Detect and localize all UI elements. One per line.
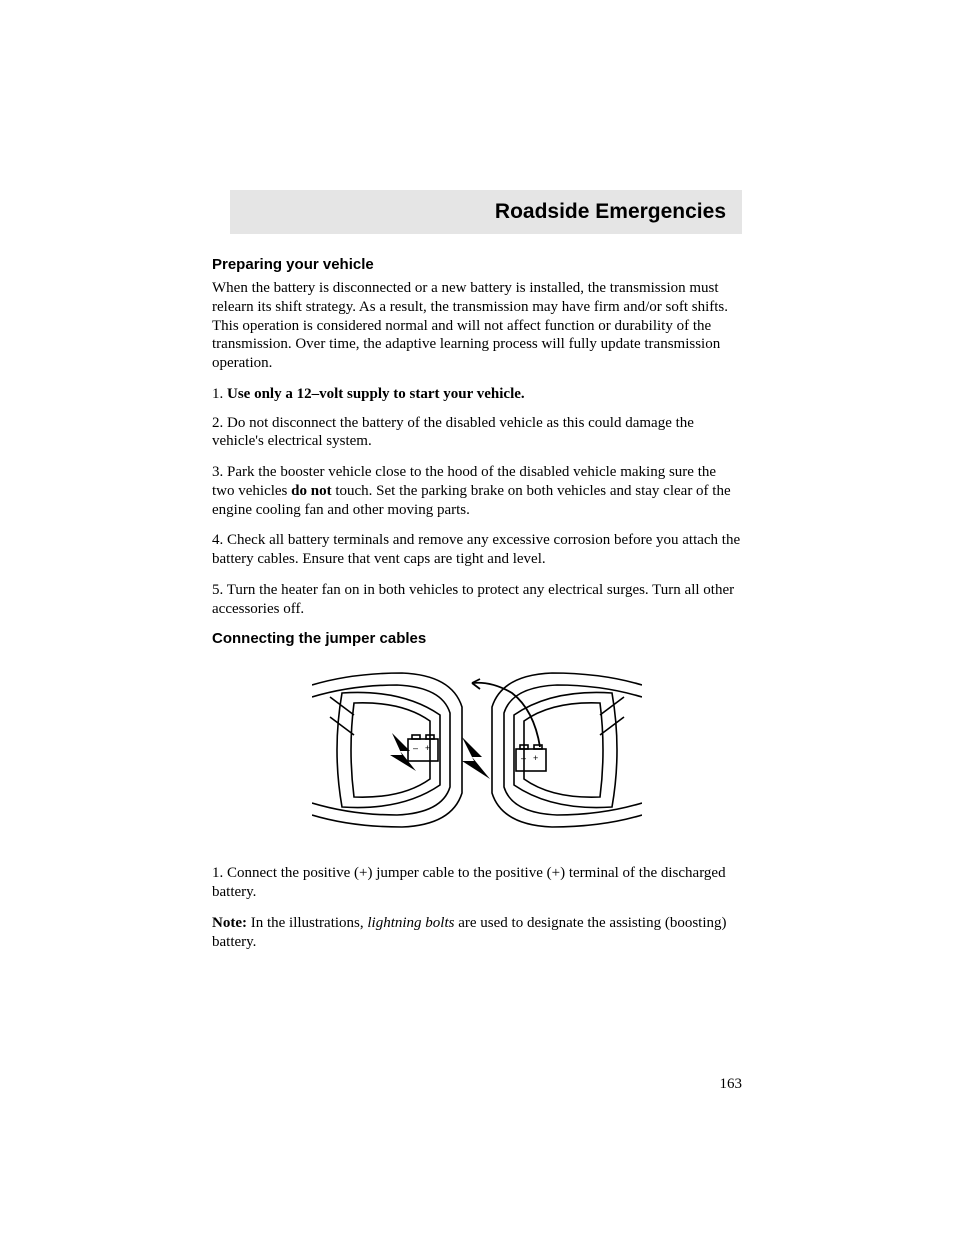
- step-5: 5. Turn the heater fan on in both vehicl…: [212, 581, 742, 619]
- batt-left-neg: –: [413, 743, 418, 753]
- step-1: 1. Use only a 12–volt supply to start yo…: [212, 385, 742, 404]
- note-italic: lightning bolts: [367, 915, 454, 931]
- intro-paragraph: When the battery is disconnected or a ne…: [212, 279, 742, 373]
- batt-right-pos: +: [533, 753, 538, 763]
- note-paragraph: Note: In the illustrations, lightning bo…: [212, 914, 742, 952]
- step-1-num: 1.: [212, 386, 227, 402]
- step-3: 3. Park the booster vehicle close to the…: [212, 463, 742, 519]
- subheading-preparing: Preparing your vehicle: [212, 256, 742, 273]
- batt-right-neg: –: [521, 753, 526, 763]
- step-3-bold: do not: [291, 483, 331, 499]
- section-header-bar: Roadside Emergencies: [230, 190, 742, 234]
- step-4: 4. Check all battery terminals and remov…: [212, 531, 742, 569]
- subheading-connecting: Connecting the jumper cables: [212, 630, 742, 647]
- section-title: Roadside Emergencies: [495, 200, 726, 223]
- step-1-bold: Use only a 12–volt supply to start your …: [227, 386, 525, 402]
- step-2: 2. Do not disconnect the battery of the …: [212, 414, 742, 452]
- jumper-diagram-container: – + – +: [212, 655, 742, 850]
- jumper-cable-diagram: – + – +: [312, 655, 642, 850]
- note-a: In the illustrations,: [247, 915, 367, 931]
- page-number: 163: [720, 1076, 743, 1093]
- manual-page: Roadside Emergencies Preparing your vehi…: [0, 0, 954, 951]
- note-label: Note:: [212, 915, 247, 931]
- batt-left-pos: +: [425, 743, 430, 753]
- connect-step-1: 1. Connect the positive (+) jumper cable…: [212, 864, 742, 902]
